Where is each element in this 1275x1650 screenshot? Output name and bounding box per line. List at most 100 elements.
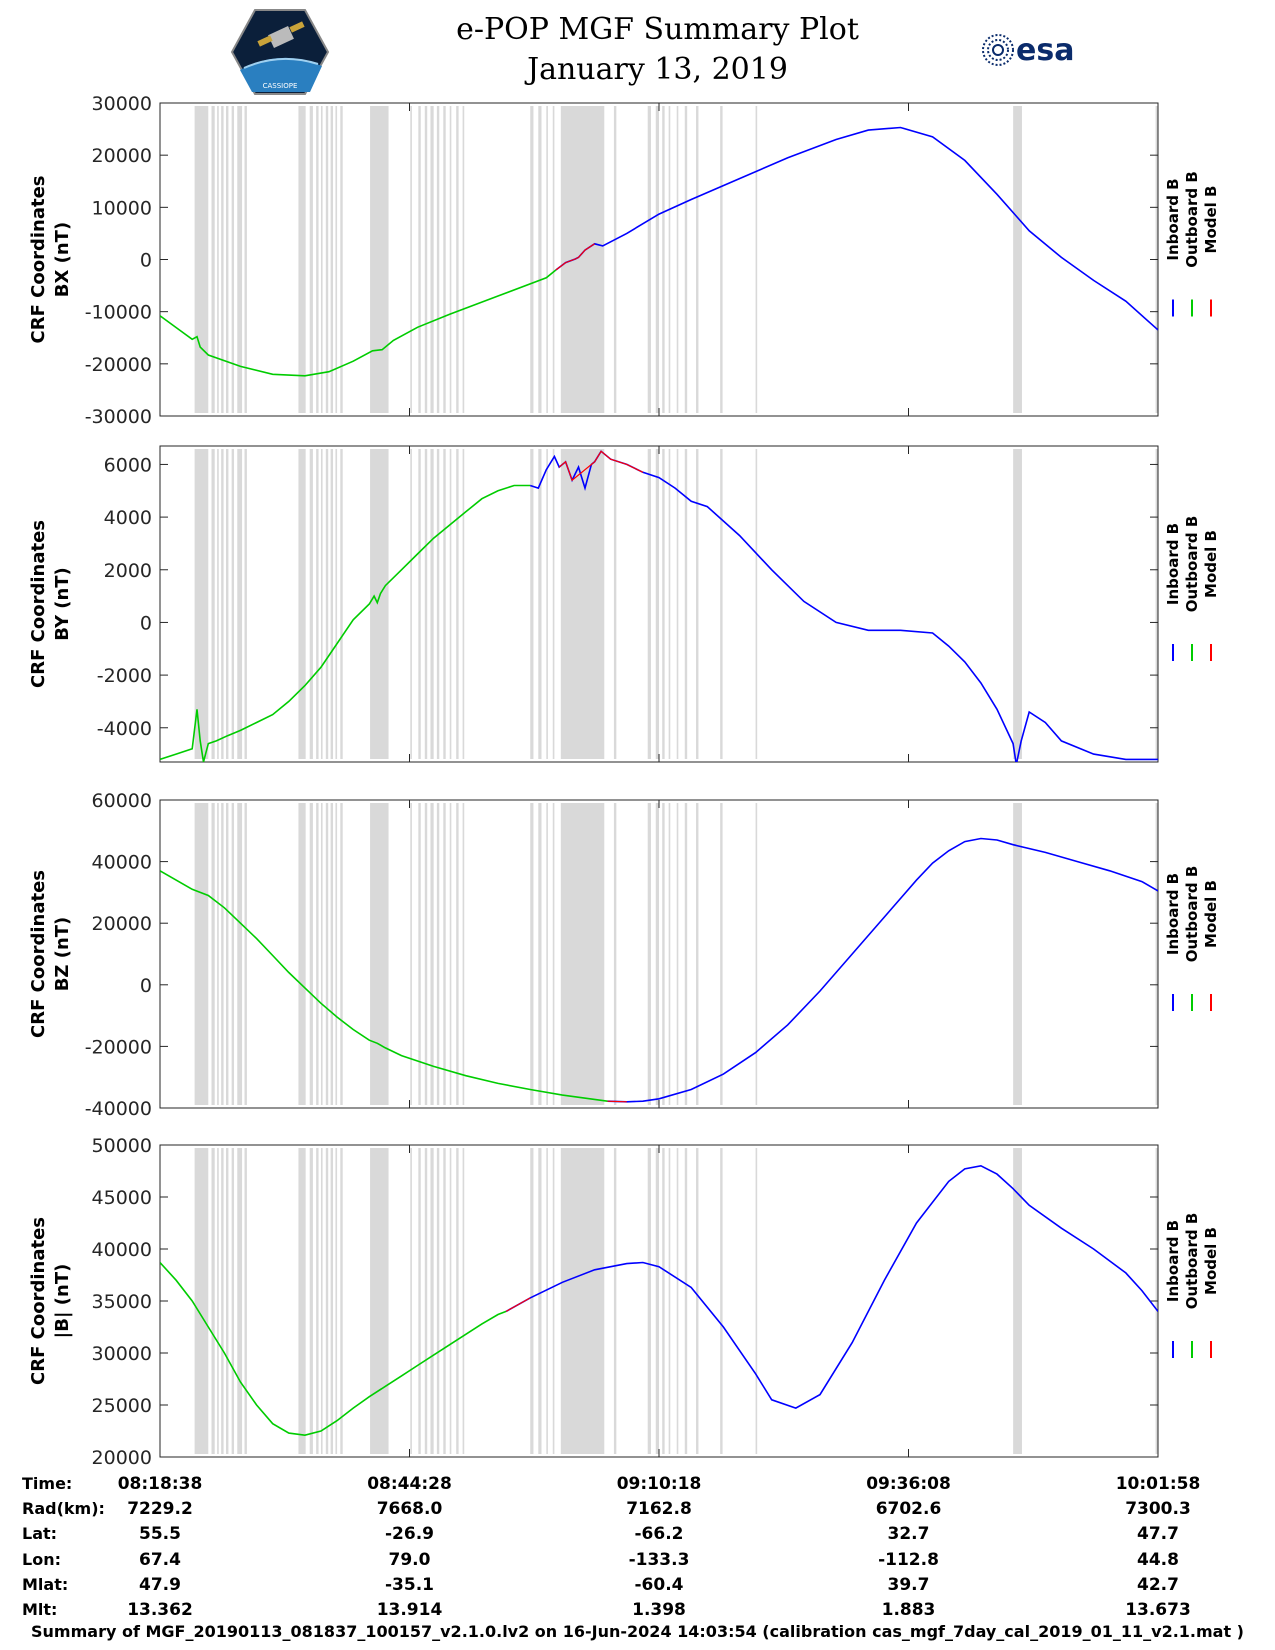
- gap-band: [225, 1148, 229, 1454]
- legend: Inboard B Outboard B Model B: [1164, 171, 1220, 317]
- gap-band: [430, 449, 434, 759]
- gap-band: [676, 1148, 679, 1454]
- gap-band: [462, 1148, 465, 1454]
- plot-title: e-POP MGF Summary Plot: [456, 12, 859, 47]
- gap-band: [613, 449, 617, 759]
- info-cell: 67.4: [139, 1550, 181, 1570]
- gap-band: [647, 803, 651, 1105]
- gap-band: [424, 449, 428, 759]
- gap-band: [418, 106, 421, 413]
- legend-label-inboard: Inboard B: [1164, 178, 1182, 260]
- gap-band: [676, 106, 679, 413]
- y-tick-label: 0: [140, 612, 152, 634]
- y-tick-label: 0: [140, 975, 152, 997]
- series-line-inboard-b: [607, 837, 1158, 1103]
- gap-band: [217, 1148, 219, 1454]
- gap-band: [370, 1148, 389, 1454]
- gap-band: [325, 106, 329, 413]
- gap-band: [449, 106, 452, 413]
- gap-band: [320, 1148, 323, 1454]
- cassiope-logo: CASSIOPE: [230, 9, 330, 95]
- info-cell: 13.673: [1125, 1600, 1191, 1620]
- gap-band: [755, 106, 758, 413]
- gap-band: [237, 803, 243, 1105]
- gap-band: [720, 803, 723, 1105]
- gap-band: [530, 803, 534, 1105]
- esa-logo: esa: [982, 33, 1074, 68]
- gap-band: [560, 1148, 605, 1454]
- gap-band: [449, 803, 452, 1105]
- info-cell: 44.8: [1137, 1550, 1179, 1570]
- gap-band: [456, 1148, 459, 1454]
- y-tick-label: 4000: [104, 507, 152, 529]
- gap-band: [552, 1148, 555, 1454]
- info-cell: 13.914: [376, 1600, 443, 1620]
- gap-band: [225, 803, 229, 1105]
- gap-band: [668, 106, 671, 413]
- gap-band: [546, 1148, 548, 1454]
- gap-band: [462, 106, 465, 413]
- gap-band: [530, 1148, 534, 1454]
- gap-band: [330, 803, 334, 1105]
- gap-band: [335, 106, 338, 413]
- info-cell: 09:10:18: [616, 1474, 702, 1494]
- legend-label-outboard: Outboard B: [1183, 516, 1201, 613]
- info-cell: -60.4: [634, 1575, 684, 1595]
- y-tick-label: -10000: [85, 302, 152, 324]
- info-cell: 32.7: [887, 1524, 930, 1544]
- gap-band: [560, 106, 605, 413]
- y-axis-label: CRF Coordinates: [28, 176, 49, 344]
- gap-band: [340, 803, 343, 1105]
- gap-band: [330, 1148, 334, 1454]
- gap-band: [418, 1148, 421, 1454]
- info-cell: 13.362: [127, 1600, 193, 1620]
- gap-band: [410, 1148, 412, 1454]
- gap-band: [298, 1148, 306, 1454]
- gap-band: [211, 449, 215, 759]
- gap-band: [225, 106, 229, 413]
- gap-band: [720, 449, 723, 759]
- legend-label-model: Model B: [1202, 530, 1220, 598]
- gap-band: [237, 1148, 243, 1454]
- data-gap-shading: [194, 449, 1158, 759]
- y-tick-label: 6000: [104, 454, 152, 476]
- gap-band: [330, 449, 334, 759]
- series-line-inboard-b: [555, 126, 1158, 331]
- info-cell: 08:44:28: [367, 1474, 452, 1494]
- data-gap-shading: [194, 803, 1158, 1105]
- info-row-label: Lat:: [22, 1524, 58, 1543]
- info-cell: 79.0: [388, 1550, 431, 1570]
- gap-band: [755, 449, 758, 759]
- series-line-outboard-b: [160, 484, 531, 762]
- y-tick-label: 60000: [92, 790, 152, 812]
- gap-band: [316, 803, 319, 1105]
- series-line-inboard-b: [529, 450, 1158, 762]
- gap-band: [449, 1148, 452, 1454]
- gap-band: [309, 106, 313, 413]
- plot-date: January 13, 2019: [527, 52, 788, 87]
- gap-band: [647, 449, 651, 759]
- legend-label-outboard: Outboard B: [1183, 171, 1201, 268]
- gap-band: [217, 106, 219, 413]
- gap-band: [1155, 449, 1158, 759]
- legend-label-inboard: Inboard B: [1164, 523, 1182, 605]
- gap-band: [244, 106, 247, 413]
- y-axis-label: BX (nT): [52, 222, 73, 297]
- gap-band: [340, 449, 343, 759]
- gap-band: [320, 449, 323, 759]
- gap-band: [1013, 449, 1022, 759]
- gap-band: [668, 803, 671, 1105]
- gap-band: [340, 106, 343, 413]
- info-cell: -112.8: [878, 1550, 939, 1570]
- info-row-label: Lon:: [22, 1550, 61, 1569]
- info-cell: -133.3: [628, 1550, 690, 1570]
- gap-band: [320, 106, 323, 413]
- y-tick-label: 10000: [92, 197, 152, 219]
- gap-band: [662, 449, 665, 759]
- gap-band: [335, 803, 338, 1105]
- gap-band: [655, 803, 659, 1105]
- info-cell: 7162.8: [626, 1499, 692, 1519]
- gap-band: [662, 106, 665, 413]
- gap-band: [221, 449, 224, 759]
